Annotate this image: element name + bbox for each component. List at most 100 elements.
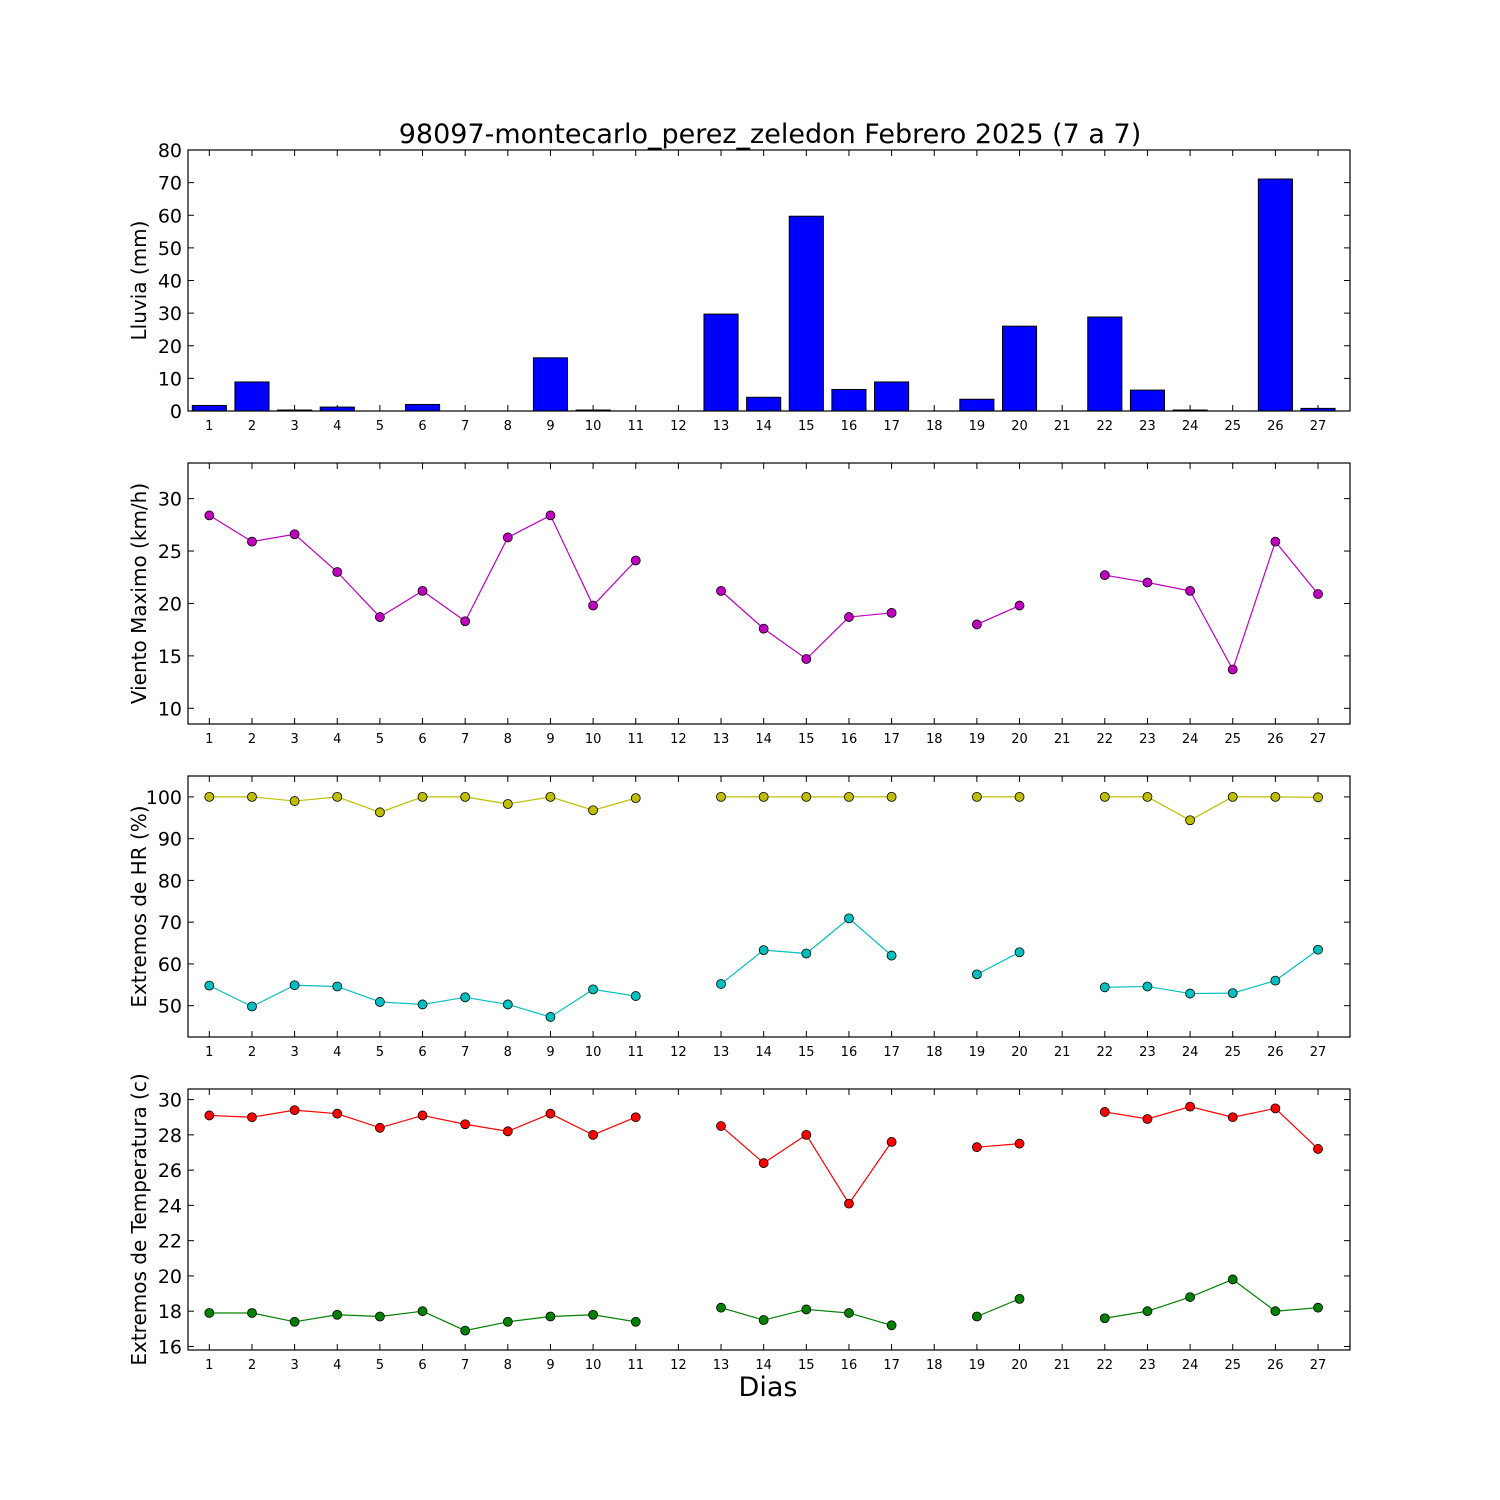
data-point [1185,1292,1195,1302]
data-point [247,1308,257,1318]
x-tick-label: 16 [841,419,858,434]
bar [1001,325,1038,412]
y-tick-label: 20 [158,1266,182,1288]
data-point [1099,570,1110,581]
y-tick-label: 50 [158,996,182,1018]
series-line [1104,540,1319,671]
y-tick-label: 20 [158,593,182,615]
data-point [588,1129,599,1140]
series-line [976,605,1020,625]
series-line [1104,796,1319,821]
y-axis-label: Viento Maximo (km/h) [127,483,151,704]
x-tick-label: 16 [841,1045,858,1060]
data-point [204,1308,215,1318]
data-point [1227,1112,1238,1123]
data-point [545,1108,556,1119]
data-point [971,791,982,802]
x-tick-label: 19 [969,1045,986,1060]
data-point [971,969,982,980]
data-point [374,997,385,1007]
y-tick-label: 16 [158,1336,182,1358]
data-point [801,1304,812,1315]
data-point [1142,791,1153,802]
data-point [886,1320,897,1331]
y-tick-label: 60 [158,954,182,976]
series-line [976,1143,1020,1148]
data-point [1014,791,1025,802]
y-tick-label: 70 [158,912,182,934]
x-tick-label: 20 [1011,419,1028,434]
data-point [247,791,257,802]
data-point [588,1309,599,1320]
series-line [1104,1106,1319,1150]
x-tick-label: 23 [1139,1358,1156,1373]
y-tick-label: 60 [158,205,182,227]
data-point [1227,664,1238,675]
bar [532,357,569,412]
plot-frame [187,1088,1351,1351]
data-point [332,981,343,992]
data-point [1313,792,1323,803]
data-point [844,913,854,924]
data-point [289,1105,300,1116]
data-point [886,950,897,961]
data-point [588,805,599,816]
y-tick-label: 30 [158,303,182,325]
data-point [545,1012,556,1022]
data-point [289,796,300,806]
x-tick-label: 20 [1011,1358,1028,1373]
data-point [1270,1306,1281,1317]
data-point [417,1110,428,1121]
x-tick-label: 9 [546,419,554,434]
data-point [758,623,769,634]
y-axis-label: Extremos de Temperatura (c) [127,1073,151,1365]
x-tick-label: 27 [1310,1045,1327,1060]
series-line [1104,949,1319,995]
data-point [1313,1144,1323,1154]
y-tick-label: 24 [158,1195,182,1217]
x-tick-label: 12 [670,732,687,747]
x-tick-label: 4 [333,1045,341,1060]
series-line [1104,1278,1319,1319]
data-point [289,980,300,991]
data-point [1142,577,1153,588]
data-point [417,791,428,802]
data-point [502,532,513,543]
x-tick-label: 10 [585,732,602,747]
x-tick-label: 1 [205,419,213,434]
x-tick-label: 8 [504,732,512,747]
data-point [1142,981,1153,992]
x-tick-label: 4 [333,1358,341,1373]
x-tick-label: 25 [1224,1358,1241,1373]
data-point [1099,1313,1110,1324]
x-tick-label: 15 [798,732,815,747]
x-tick-label: 22 [1097,1045,1114,1060]
x-tick-label: 19 [969,419,986,434]
x-tick-label: 5 [376,1045,384,1060]
x-tick-label: 9 [546,1358,554,1373]
data-point [502,999,513,1010]
x-tick-label: 7 [461,419,469,434]
x-tick-label: 26 [1267,419,1284,434]
data-point [1014,1138,1025,1149]
x-tick-label: 11 [627,732,644,747]
x-tick-label: 8 [504,1045,512,1060]
x-tick-label: 18 [926,1045,943,1060]
x-tick-label: 12 [670,419,687,434]
x-tick-label: 10 [585,1358,602,1373]
x-tick-label: 24 [1182,1045,1199,1060]
data-point [630,1112,641,1123]
x-tick-label: 22 [1097,1358,1114,1373]
x-tick-label: 17 [883,732,900,747]
data-point [1099,982,1110,993]
bar [234,381,270,412]
data-point [247,1112,257,1123]
data-point [1313,1302,1323,1313]
x-tick-label: 16 [841,1358,858,1373]
data-point [332,1108,343,1119]
x-tick-label: 6 [418,1045,426,1060]
bar [746,396,782,412]
